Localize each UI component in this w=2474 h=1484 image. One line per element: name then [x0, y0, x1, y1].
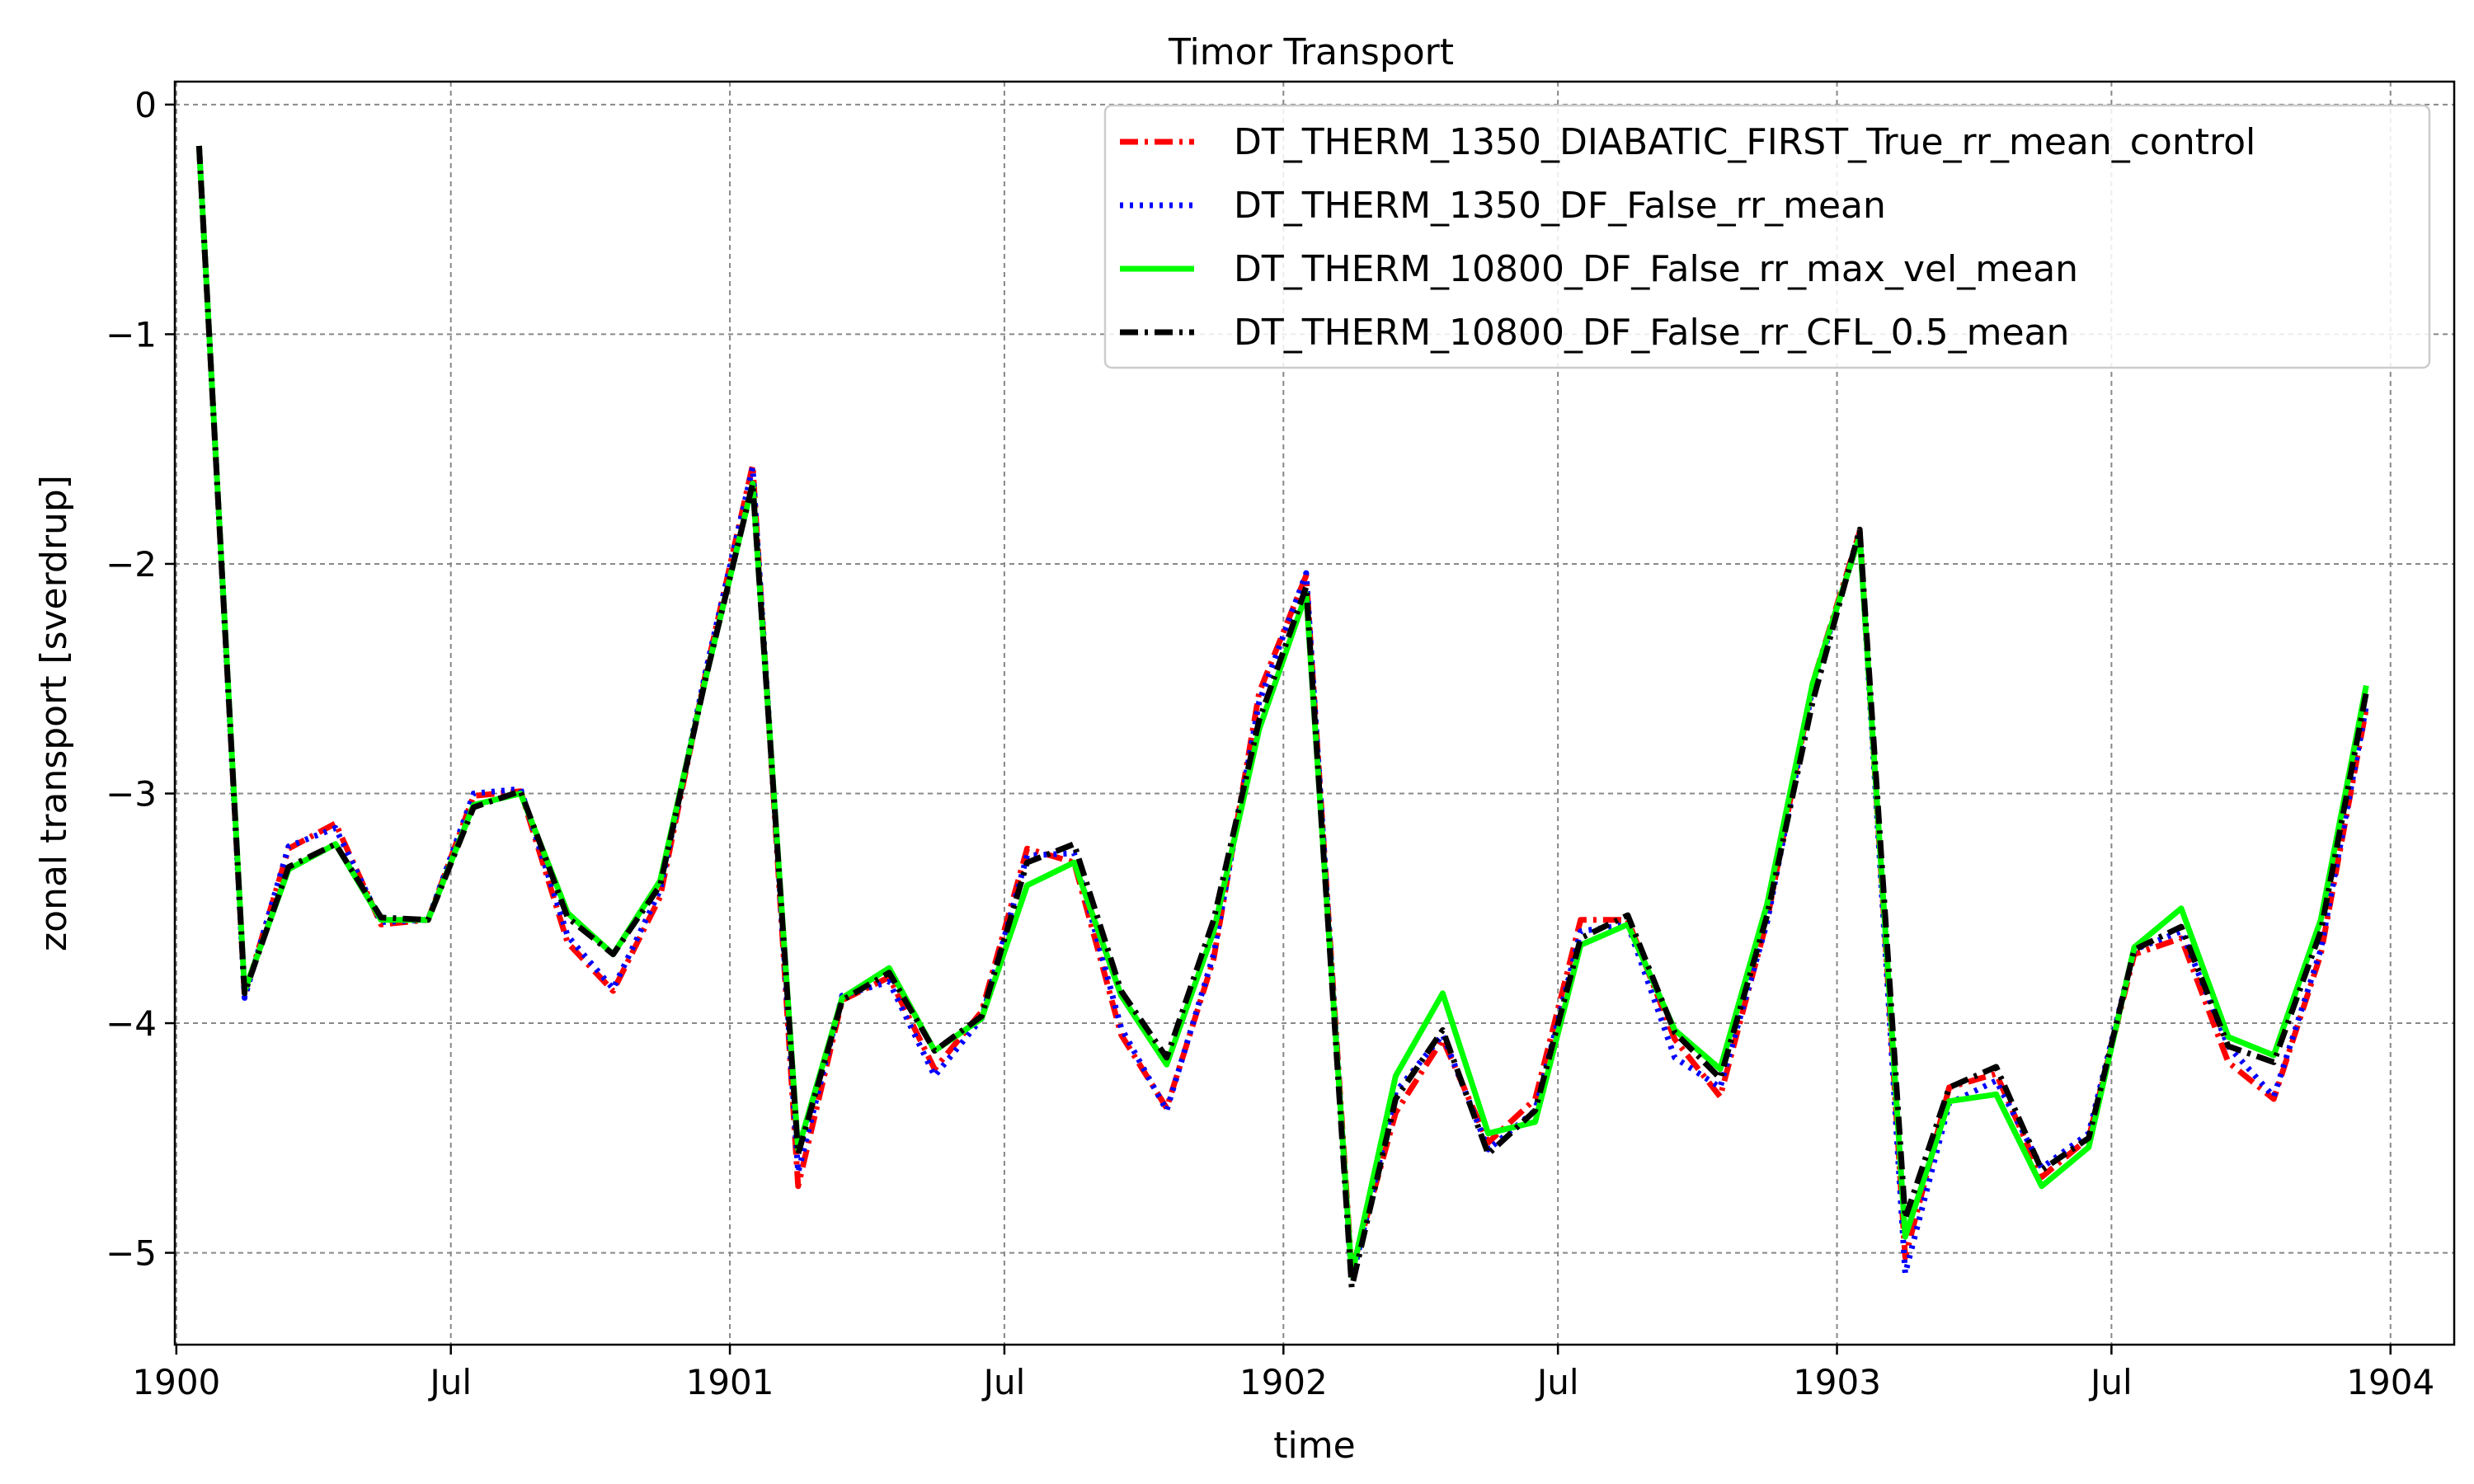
- plot-series: [195, 145, 2369, 1290]
- legend-label-1: DT_THERM_1350_DIABATIC_FIRST_True_rr_mea…: [1234, 121, 2255, 163]
- x-tick-label: Jul: [427, 1362, 472, 1402]
- y-tick-label: −1: [106, 314, 157, 355]
- plot-frame: [173, 80, 2456, 1346]
- y-tick-label: 0: [134, 85, 157, 125]
- x-tick-label: Jul: [1535, 1362, 1579, 1402]
- chart-title: Timor Transport: [1168, 31, 1454, 73]
- x-tick-label: Jul: [2088, 1362, 2133, 1402]
- legend: DT_THERM_1350_DIABATIC_FIRST_True_rr_mea…: [1103, 104, 2431, 369]
- x-axis-label: time: [1273, 1425, 1355, 1467]
- axis-ticks: 1900 Jul 1901 Jul 1902 Jul 1903 Jul 1904 0 −1 −2 −3 −…: [106, 85, 2434, 1402]
- legend-label-4: DT_THERM_10800_DF_False_rr_CFL_0.5_mean: [1234, 312, 2069, 354]
- legend-label-2: DT_THERM_1350_DF_False_rr_mean: [1234, 185, 1886, 227]
- x-tick-label: 1901: [686, 1362, 774, 1402]
- x-tick-label: Jul: [981, 1362, 1026, 1402]
- x-tick-label: 1902: [1239, 1362, 1328, 1402]
- x-tick-label: 1900: [132, 1362, 220, 1402]
- x-tick-label: 1903: [1793, 1362, 1881, 1402]
- legend-box: [1103, 104, 2431, 369]
- series-line-2: [195, 145, 2369, 1284]
- series-line-4: [195, 145, 2369, 1290]
- y-tick-label: −2: [106, 544, 157, 585]
- x-tick-label: 1904: [2346, 1362, 2434, 1402]
- y-tick-label: −5: [106, 1233, 157, 1274]
- y-tick-label: −4: [106, 1003, 157, 1044]
- legend-label-3: DT_THERM_10800_DF_False_rr_max_vel_mean: [1234, 248, 2078, 290]
- y-tick-label: −3: [106, 773, 157, 814]
- y-axis-label: zonal transport [sverdrup]: [33, 475, 75, 951]
